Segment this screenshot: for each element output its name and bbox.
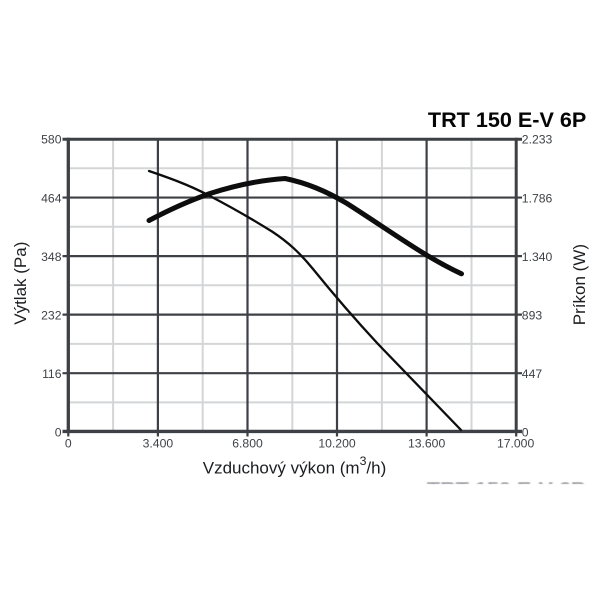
svg-text:447: 447: [522, 367, 543, 381]
svg-text:1.340: 1.340: [522, 250, 553, 264]
svg-text:464: 464: [41, 191, 62, 205]
svg-text:0: 0: [65, 436, 72, 450]
svg-text:6.800: 6.800: [232, 436, 263, 450]
svg-text:893: 893: [522, 308, 543, 322]
svg-text:13.600: 13.600: [408, 436, 445, 450]
svg-text:2.233: 2.233: [522, 133, 553, 147]
svg-text:348: 348: [41, 250, 62, 264]
svg-text:1.786: 1.786: [522, 191, 553, 205]
svg-text:10.200: 10.200: [318, 436, 355, 450]
svg-text:Vzduchový výkon (m3/h): Vzduchový výkon (m3/h): [203, 454, 387, 478]
svg-text:3.400: 3.400: [143, 436, 174, 450]
svg-text:TRT 150 E-V 6P: TRT 150 E-V 6P: [428, 107, 586, 132]
svg-text:580: 580: [41, 133, 62, 147]
svg-text:0: 0: [55, 425, 62, 439]
svg-text:232: 232: [41, 308, 62, 322]
svg-text:TRT 150 E-V 6P: TRT 150 E-V 6P: [427, 476, 585, 501]
svg-text:116: 116: [42, 367, 62, 381]
svg-text:0: 0: [522, 425, 529, 439]
svg-text:Výtlak (Pa): Výtlak (Pa): [11, 242, 30, 325]
svg-text:17.000: 17.000: [497, 436, 534, 450]
svg-text:Príkon (W): Príkon (W): [570, 244, 589, 325]
